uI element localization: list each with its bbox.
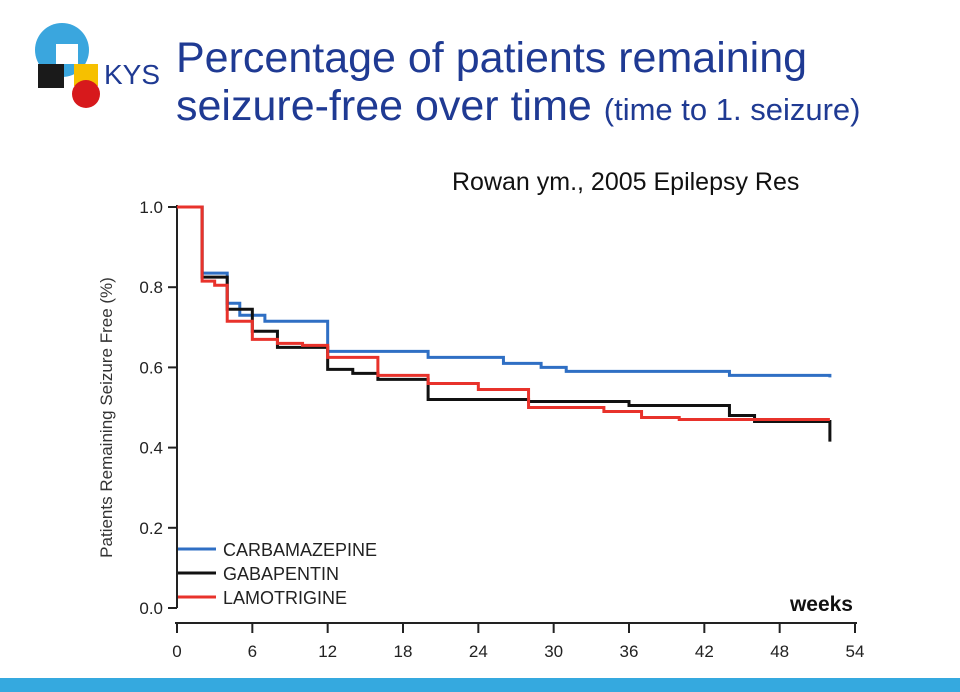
x-tick-label-8: 48 [770, 642, 789, 661]
series-line-lamotrigine [177, 205, 830, 422]
legend-label-lamotrigine: LAMOTRIGINE [223, 588, 347, 608]
x-tick-label-3: 18 [394, 642, 413, 661]
y-tick-label-2: 0.4 [139, 439, 163, 458]
x-tick-label-1: 6 [248, 642, 257, 661]
source-citation: Rowan ym., 2005 Epilepsy Res [452, 168, 800, 196]
x-tick-label-5: 30 [544, 642, 563, 661]
y-axis-label: Patients Remaining Seizure Free (%) [97, 277, 116, 558]
title-note: (time to 1. seizure) [603, 92, 861, 127]
y-tick-label-1: 0.2 [139, 519, 163, 538]
logo-text: KYS [104, 59, 160, 90]
y-tick-label-3: 0.6 [139, 358, 163, 377]
y-tick-label-4: 0.8 [139, 278, 163, 297]
x-tick-label-7: 42 [695, 642, 714, 661]
kys-logo: KYS [35, 23, 160, 108]
y-tick-label-0: 0.0 [139, 599, 163, 618]
legend-label-gabapentin: GABAPENTIN [223, 564, 339, 584]
x-tick-label-2: 12 [318, 642, 337, 661]
legend-label-carbamazepine: CARBAMAZEPINE [223, 540, 377, 560]
title-line1: Percentage of patients remaining [176, 34, 808, 82]
series-line-carbamazepine [177, 205, 832, 378]
logo-black-shape [38, 64, 64, 88]
page-title: Percentage of patients remaining seizure… [176, 34, 860, 134]
series-line-gabapentin [177, 205, 832, 442]
logo-cross-icon [56, 44, 78, 64]
x-tick-label-6: 36 [620, 642, 639, 661]
x-tick-label-9: 54 [846, 642, 865, 661]
x-tick-label-0: 0 [172, 642, 181, 661]
logo-red-circle [72, 80, 100, 108]
y-tick-label-5: 1.0 [139, 198, 163, 217]
logo-yellow-shape [74, 64, 98, 86]
x-axis-label: weeks [789, 593, 853, 616]
x-tick-label-4: 24 [469, 642, 488, 661]
survival-chart: 0.0 0.2 0.4 0.6 0.8 1.0 Patients Remaining Sei… [97, 198, 865, 661]
footer-bar [0, 678, 960, 692]
title-line2: seizure-free over time [176, 82, 592, 130]
